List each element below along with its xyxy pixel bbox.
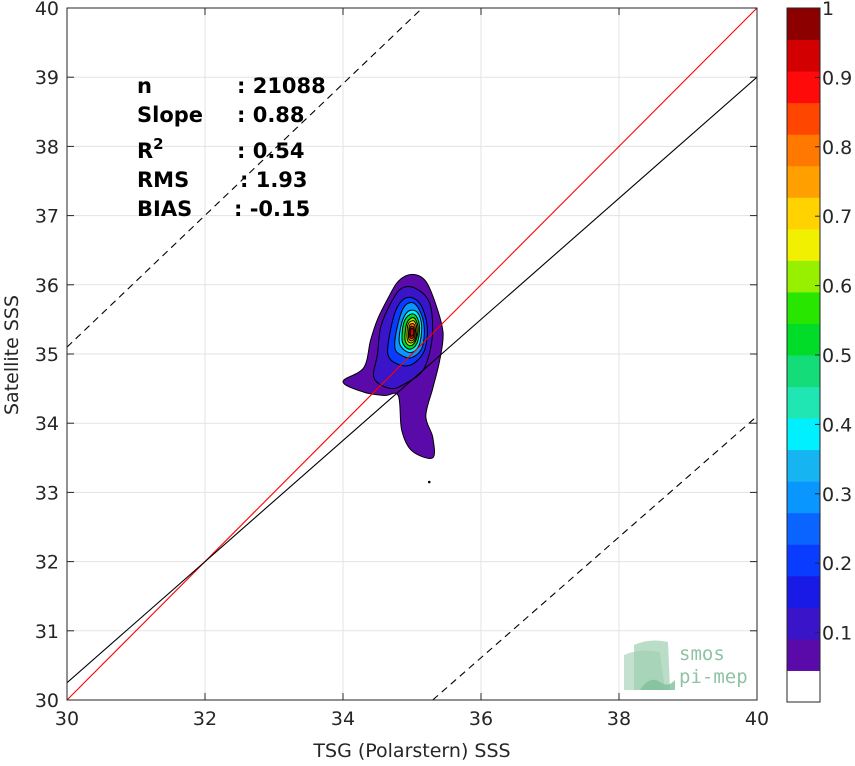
y-tick-label: 38 — [35, 136, 59, 158]
x-tick-label: 34 — [331, 708, 355, 730]
colorbar-segment — [787, 197, 820, 230]
colorbar-tick-label: 0.1 — [822, 623, 852, 645]
colorbar-segment — [787, 165, 820, 198]
colorbar-segment — [787, 102, 820, 135]
stat-label: BIAS — [137, 197, 192, 221]
stat-label: R2 — [137, 135, 164, 163]
logo-line-2: pi-mep — [679, 666, 748, 688]
colorbar-tick-label: 0.6 — [822, 276, 852, 298]
stat-value: : 21088 — [237, 74, 326, 98]
plot-axes — [66, 7, 758, 701]
colorbar-tick-label: 0.3 — [822, 484, 852, 506]
stat-value: : -0.15 — [234, 197, 310, 221]
stats-block: n : 21088 Slope : 0.88 R2 : 0.54 RMS : 1.93 BIAS… — [137, 74, 326, 221]
colorbar-tick-label: 1 — [822, 0, 834, 20]
colorbar-segment — [787, 71, 820, 104]
colorbar-segment — [787, 355, 820, 388]
stat-label: RMS — [137, 168, 189, 192]
x-tick-label: 32 — [193, 708, 217, 730]
colorbar-segment — [787, 134, 820, 167]
y-tick-label: 35 — [35, 344, 59, 366]
colorbar-segment — [787, 418, 820, 451]
colorbar-tick-label: 0.9 — [822, 67, 852, 89]
y-tick-label: 37 — [35, 206, 59, 228]
logo-waves-icon — [640, 679, 675, 690]
colorbar-tick-label: 0.4 — [822, 414, 852, 436]
y-tick-label: 33 — [35, 482, 59, 504]
colorbar-segment — [787, 544, 820, 577]
upper-bound-line — [67, 8, 423, 348]
colorbar-segment — [787, 8, 820, 41]
y-tick-label: 40 — [35, 0, 59, 20]
density-contour — [409, 327, 415, 337]
y-tick-label: 32 — [35, 552, 59, 574]
x-axis-label: TSG (Polarstern) SSS — [312, 740, 510, 762]
fit-line — [67, 76, 757, 684]
colorbar-segment — [787, 386, 820, 419]
identity-line — [67, 8, 757, 700]
y-tick-label: 39 — [35, 67, 59, 89]
colorbar-tick-label: 0.5 — [822, 345, 852, 367]
colorbar-segment — [787, 260, 820, 293]
colorbar-tick-label: 0.7 — [822, 206, 852, 228]
stat-value: : 0.88 — [237, 103, 305, 127]
outlier-point — [427, 480, 431, 484]
x-tick-label: 40 — [745, 708, 769, 730]
colorbar-segment — [787, 291, 820, 324]
reference-lines — [67, 8, 757, 700]
colorbar — [786, 7, 821, 703]
stat-label: n — [137, 74, 152, 98]
y-tick-label: 34 — [35, 413, 59, 435]
colorbar-segment — [787, 607, 820, 640]
stat-label-superscript: 2 — [153, 135, 163, 153]
logo-line-1: smos — [679, 643, 725, 665]
x-tick-label: 36 — [469, 708, 493, 730]
x-tick-labels: 30 32 34 36 38 40 — [55, 708, 769, 730]
contour-layer — [342, 273, 444, 484]
colorbar-segment — [787, 323, 820, 356]
y-tick-label: 30 — [35, 690, 59, 712]
colorbar-segment — [787, 638, 820, 671]
x-tick-label: 30 — [55, 708, 79, 730]
stat-label: Slope — [137, 103, 203, 127]
smos-pi-mep-logo: smos pi-mep — [624, 640, 748, 690]
y-tick-label: 36 — [35, 275, 59, 297]
logo-waves-icon — [634, 640, 670, 690]
y-tick-labels: 30 31 32 33 34 35 36 37 38 39 40 — [35, 0, 59, 712]
colorbar-segment — [787, 39, 820, 72]
colorbar-tick-label: 0.2 — [822, 553, 852, 575]
colorbar-tick-label: 0.8 — [822, 137, 852, 159]
stat-value: : 1.93 — [240, 168, 308, 192]
colorbar-tick-labels: 0.1 0.2 0.3 0.4 0.5 0.6 0.7 0.8 0.9 1 — [822, 0, 852, 645]
colorbar-segment — [787, 512, 820, 545]
colorbar-segment — [787, 449, 820, 482]
colorbar-segment — [787, 228, 820, 261]
colorbar-segment — [787, 670, 820, 703]
colorbar-segment — [787, 481, 820, 514]
y-axis-label: Satellite SSS — [1, 295, 23, 415]
x-tick-label: 38 — [607, 708, 631, 730]
y-tick-label: 31 — [35, 621, 59, 643]
stat-value: : 0.54 — [237, 139, 305, 163]
colorbar-segment — [787, 575, 820, 608]
